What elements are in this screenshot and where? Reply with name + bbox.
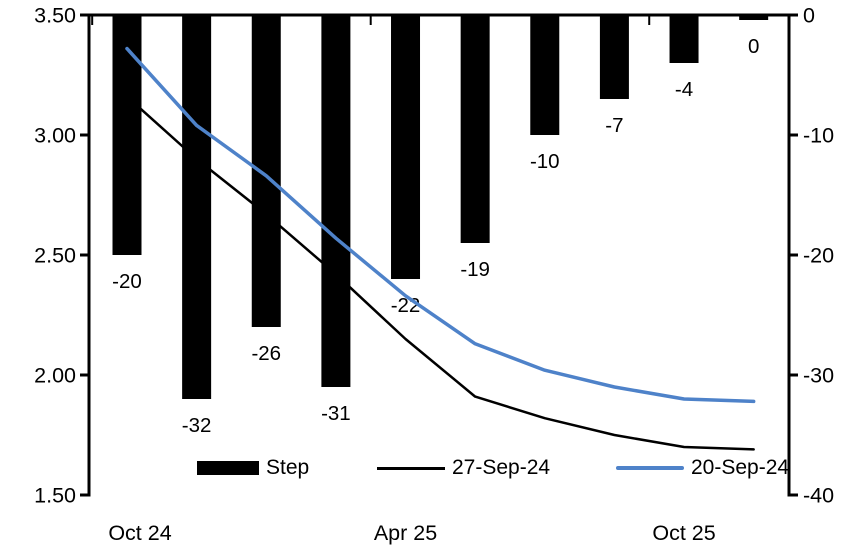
legend-label-27-sep-24: 27-Sep-24 (452, 456, 551, 479)
legend-line-swatch-black (377, 466, 445, 470)
bar-data-label: -19 (460, 258, 490, 281)
bar-data-label: -31 (321, 402, 351, 425)
right-axis-tick-label: 0 (803, 4, 815, 28)
x-axis-label: Oct 25 (652, 521, 715, 545)
step-bar (669, 15, 699, 63)
step-bar (599, 15, 629, 99)
bar-data-label: -7 (605, 114, 623, 137)
left-axis-tick-label: 1.50 (34, 484, 76, 508)
bar-data-label: 0 (748, 35, 759, 58)
left-axis-tick-label: 2.50 (34, 244, 76, 268)
legend-item-27-sep-24: 27-Sep-24 (377, 454, 550, 482)
legend-label-step: Step (266, 456, 310, 479)
step-bar (321, 15, 351, 387)
step-bar (251, 15, 281, 327)
step-bar (112, 15, 142, 255)
step-bar (530, 15, 560, 135)
right-axis-tick-label: -40 (803, 484, 834, 508)
legend-line-swatch-blue (616, 466, 684, 470)
bar-data-label: -20 (112, 270, 142, 293)
step-bar (739, 15, 769, 20)
left-axis-tick-label: 3.00 (34, 124, 76, 148)
left-axis-tick-label: 2.00 (34, 364, 76, 388)
step-bar (460, 15, 490, 243)
right-axis-tick-label: -20 (803, 244, 834, 268)
bar-data-label: -32 (182, 414, 212, 437)
legend-item-step: Step (197, 454, 309, 482)
step-bar (391, 15, 421, 279)
right-axis-tick-label: -30 (803, 364, 834, 388)
legend-label-20-sep-24: 20-Sep-24 (691, 456, 790, 479)
bar-data-label: -26 (251, 342, 281, 365)
step-bar (182, 15, 212, 399)
bar-data-label: -10 (530, 150, 560, 173)
x-axis-label: Apr 25 (374, 521, 437, 545)
legend-item-20-sep-24: 20-Sep-24 (616, 454, 789, 482)
bar-data-label: -4 (675, 78, 693, 101)
line-20-sep-24 (125, 46, 756, 404)
line-27-sep-24 (125, 95, 755, 451)
left-axis-tick-label: 3.50 (34, 4, 76, 28)
legend-bar-swatch (197, 461, 259, 475)
x-axis-label: Oct 24 (108, 521, 171, 545)
right-axis-tick-label: -10 (803, 124, 834, 148)
